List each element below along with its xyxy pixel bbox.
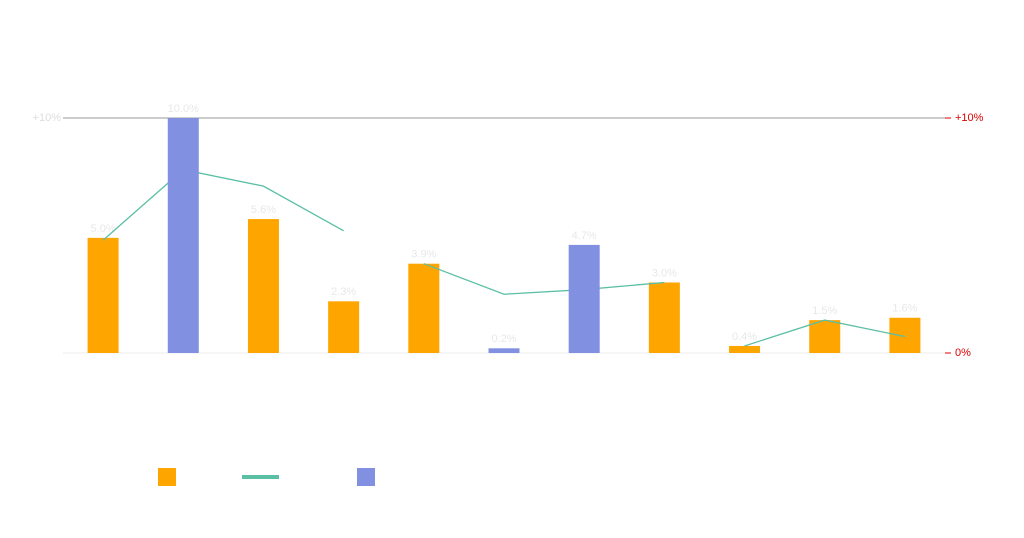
- legend-swatch: [158, 468, 176, 486]
- bar: [408, 263, 440, 353]
- bar: [889, 317, 921, 353]
- value-label: 0.4%: [732, 331, 757, 343]
- value-label: 3.9%: [411, 249, 436, 261]
- value-label: 10.0%: [168, 103, 199, 115]
- value-label: 5.0%: [91, 223, 116, 235]
- bar: [729, 345, 761, 353]
- value-label: 1.6%: [892, 303, 917, 315]
- value-label: 5.6%: [251, 204, 276, 216]
- value-label: 3.0%: [652, 267, 677, 279]
- y2-tick-label: +10%: [955, 112, 984, 124]
- bar: [488, 348, 520, 353]
- bar: [568, 244, 600, 353]
- value-label: 4.7%: [572, 230, 597, 242]
- legend-swatch: [357, 468, 375, 486]
- legend-line: [242, 475, 279, 479]
- bar: [167, 118, 199, 353]
- bar: [648, 282, 680, 353]
- bar: [87, 237, 119, 353]
- line: [102, 168, 906, 347]
- y-tick-label: +10%: [33, 112, 62, 124]
- value-label: 2.3%: [331, 286, 356, 298]
- value-label: 0.2%: [491, 333, 516, 345]
- y2-tick-label: 0%: [955, 347, 971, 359]
- bar: [328, 301, 360, 353]
- bar: [809, 320, 841, 353]
- bar: [247, 219, 279, 353]
- value-label: 1.5%: [812, 305, 837, 317]
